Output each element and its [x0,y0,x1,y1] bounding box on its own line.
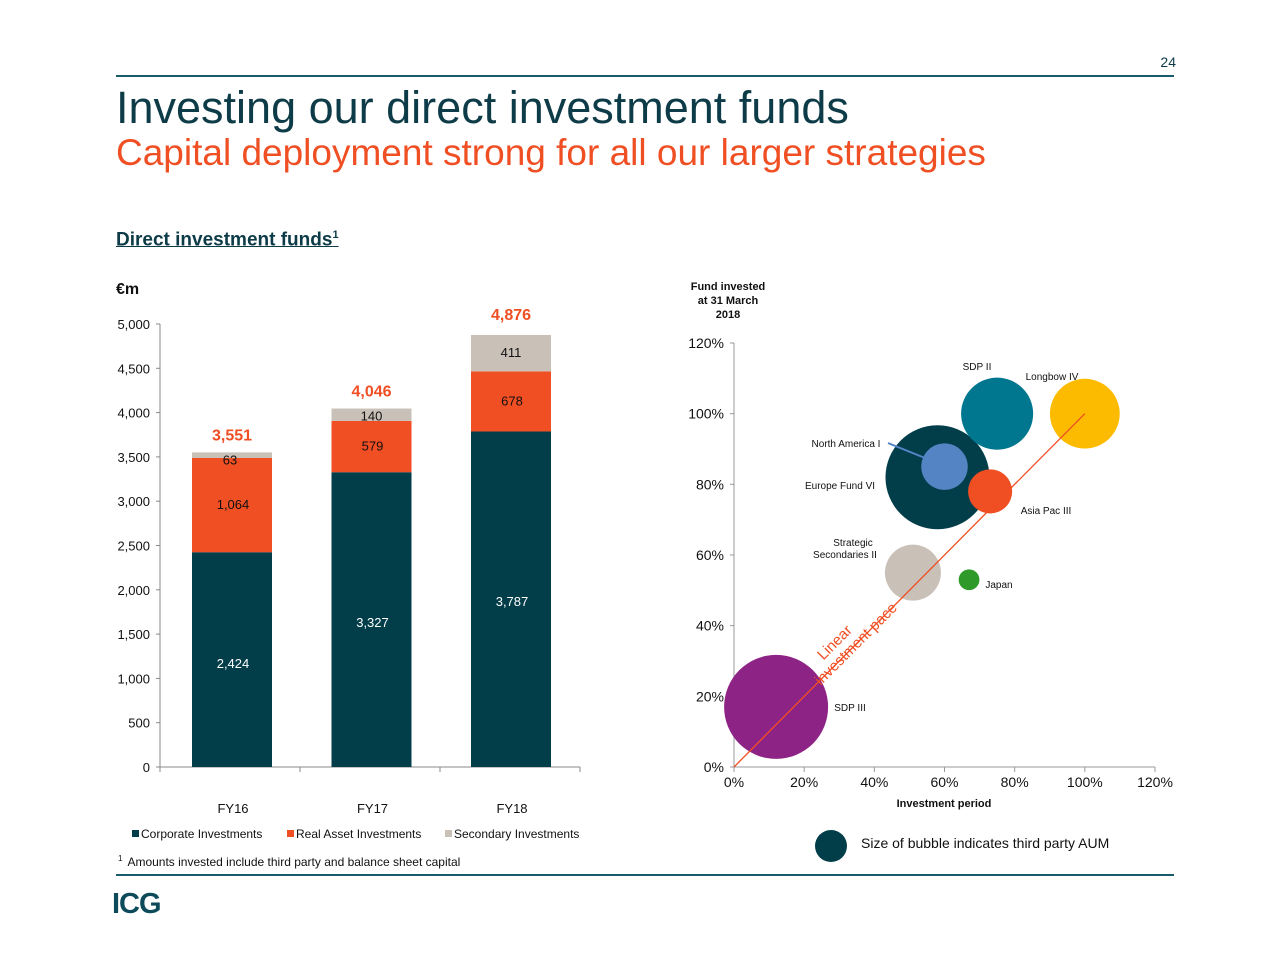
bar-x-tick-label: FY16 [217,801,248,816]
bar-y-tick-label: 1,000 [117,671,150,686]
bubble-y-tick-label: 40% [696,618,724,634]
footnote-text: Amounts invested include third party and… [127,855,461,869]
bar-total-label: 4,046 [351,384,391,401]
bubble-japan [958,569,980,591]
bubble-chart-title: Fund invested [691,281,766,293]
bubble-label: SDP III [834,703,866,714]
bar-segment-corporate-investments [471,431,551,767]
bar-y-tick-label: 3,000 [117,494,150,509]
linear-pace-line [733,413,1086,768]
legend-swatch [287,830,294,837]
bubble-chart-title: 2018 [716,309,740,321]
page-number: 24 [1160,54,1176,70]
bubble-label: SDP II [963,362,992,373]
footnote: 1 Amounts invested include third party an… [118,854,460,869]
bubble-x-tick-label: 80% [1001,774,1029,790]
bar-y-tick-label: 2,500 [117,539,150,554]
bubble-x-tick-label: 100% [1067,774,1103,790]
section-heading-text: Direct investment funds [116,229,333,251]
bar-segment-secondary-investments [331,408,412,421]
bubble-y-tick-label: 20% [696,688,724,704]
legend-swatch [445,830,452,837]
bottom-rule [116,874,1174,876]
bar-data-label: 3,787 [496,594,529,609]
bubble-label: Asia Pac III [1021,506,1072,517]
bubble-label: Japan [985,580,1012,591]
bubble-y-tick-label: 80% [696,476,724,492]
bubble-x-tick-label: 60% [930,774,958,790]
bubble-x-axis-label: Investment period [897,798,992,810]
bar-total-label: 4,876 [491,307,531,324]
top-rule [116,75,1174,77]
bubble-sdp-iii [724,654,829,759]
bubble-x-tick-label: 20% [790,774,818,790]
bar-y-tick-label: 5,000 [117,317,150,332]
bubble-x-tick-label: 0% [724,774,744,790]
bar-data-label: 63 [223,452,237,467]
bubble-label: Strategic [833,538,872,549]
page-subtitle: Capital deployment strong for all our la… [116,132,986,173]
bar-data-label: 140 [361,409,383,424]
legend-label: Real Asset Investments [296,827,421,841]
bar-y-tick-label: 0 [143,760,150,775]
bar-y-tick-label: 3,500 [117,450,150,465]
bar-data-label: 1,064 [217,497,250,512]
bubble-chart-title: at 31 March [698,295,759,307]
bubble-size-legend-icon [815,830,847,862]
page-title: Investing our direct investment funds [116,82,849,133]
bar-y-tick-label: 2,000 [117,583,150,598]
bubble-size-note: Size of bubble indicates third party AUM [861,835,1110,851]
bar-y-tick-label: 4,000 [117,406,150,421]
bar-chart-unit-label: €m [116,281,140,298]
bubble-label: Longbow IV [1026,372,1079,383]
bar-data-label: 678 [501,393,523,408]
bar-data-label: 411 [501,345,522,360]
bar-total-label: 3,551 [212,427,252,444]
bubble-north-america-i [921,443,968,490]
bubble-label: North America I [812,439,881,450]
bar-segment-corporate-investments [192,552,272,767]
bubble-y-tick-label: 60% [696,547,724,563]
bar-x-tick-label: FY18 [496,801,527,816]
bubble-label: Europe Fund VI [805,481,875,492]
bar-y-tick-label: 4,500 [117,361,150,376]
bubble-label: Secondaries II [813,550,877,561]
bar-segment-real-asset-investments [192,457,272,553]
bar-data-label: 579 [362,439,384,454]
section-heading: Direct investment funds1 [116,229,339,251]
bubble-asia-pac-iii [968,469,1013,514]
bubble-strategic-secondaries-ii [884,544,941,601]
bubble-y-tick-label: 120% [688,335,724,351]
bubble-x-tick-label: 40% [860,774,888,790]
bubble-sdp-ii [961,377,1034,450]
footnote-marker: 1 [332,229,339,241]
icg-logo: ICG [112,888,162,920]
bar-x-tick-label: FY17 [357,801,388,816]
bar-y-tick-label: 500 [128,716,150,731]
bubble-y-tick-label: 100% [688,406,724,422]
north-america-leader-line [887,442,926,459]
legend-label: Corporate Investments [141,827,262,841]
bubble-x-tick-label: 120% [1137,774,1173,790]
bubble-y-tick-label: 0% [704,759,724,775]
legend-swatch [132,830,139,837]
bar-segment-secondary-investments [192,452,272,458]
legend-label: Secondary Investments [454,827,579,841]
bar-segment-secondary-investments [471,334,551,372]
bar-segment-real-asset-investments [331,420,412,473]
bar-data-label: 2,424 [217,656,250,671]
bar-y-tick-label: 1,500 [117,627,150,642]
footnote-marker: 1 [118,854,123,863]
bar-segment-real-asset-investments [471,371,551,432]
bar-data-label: 3,327 [356,615,389,630]
bar-segment-corporate-investments [331,472,412,767]
